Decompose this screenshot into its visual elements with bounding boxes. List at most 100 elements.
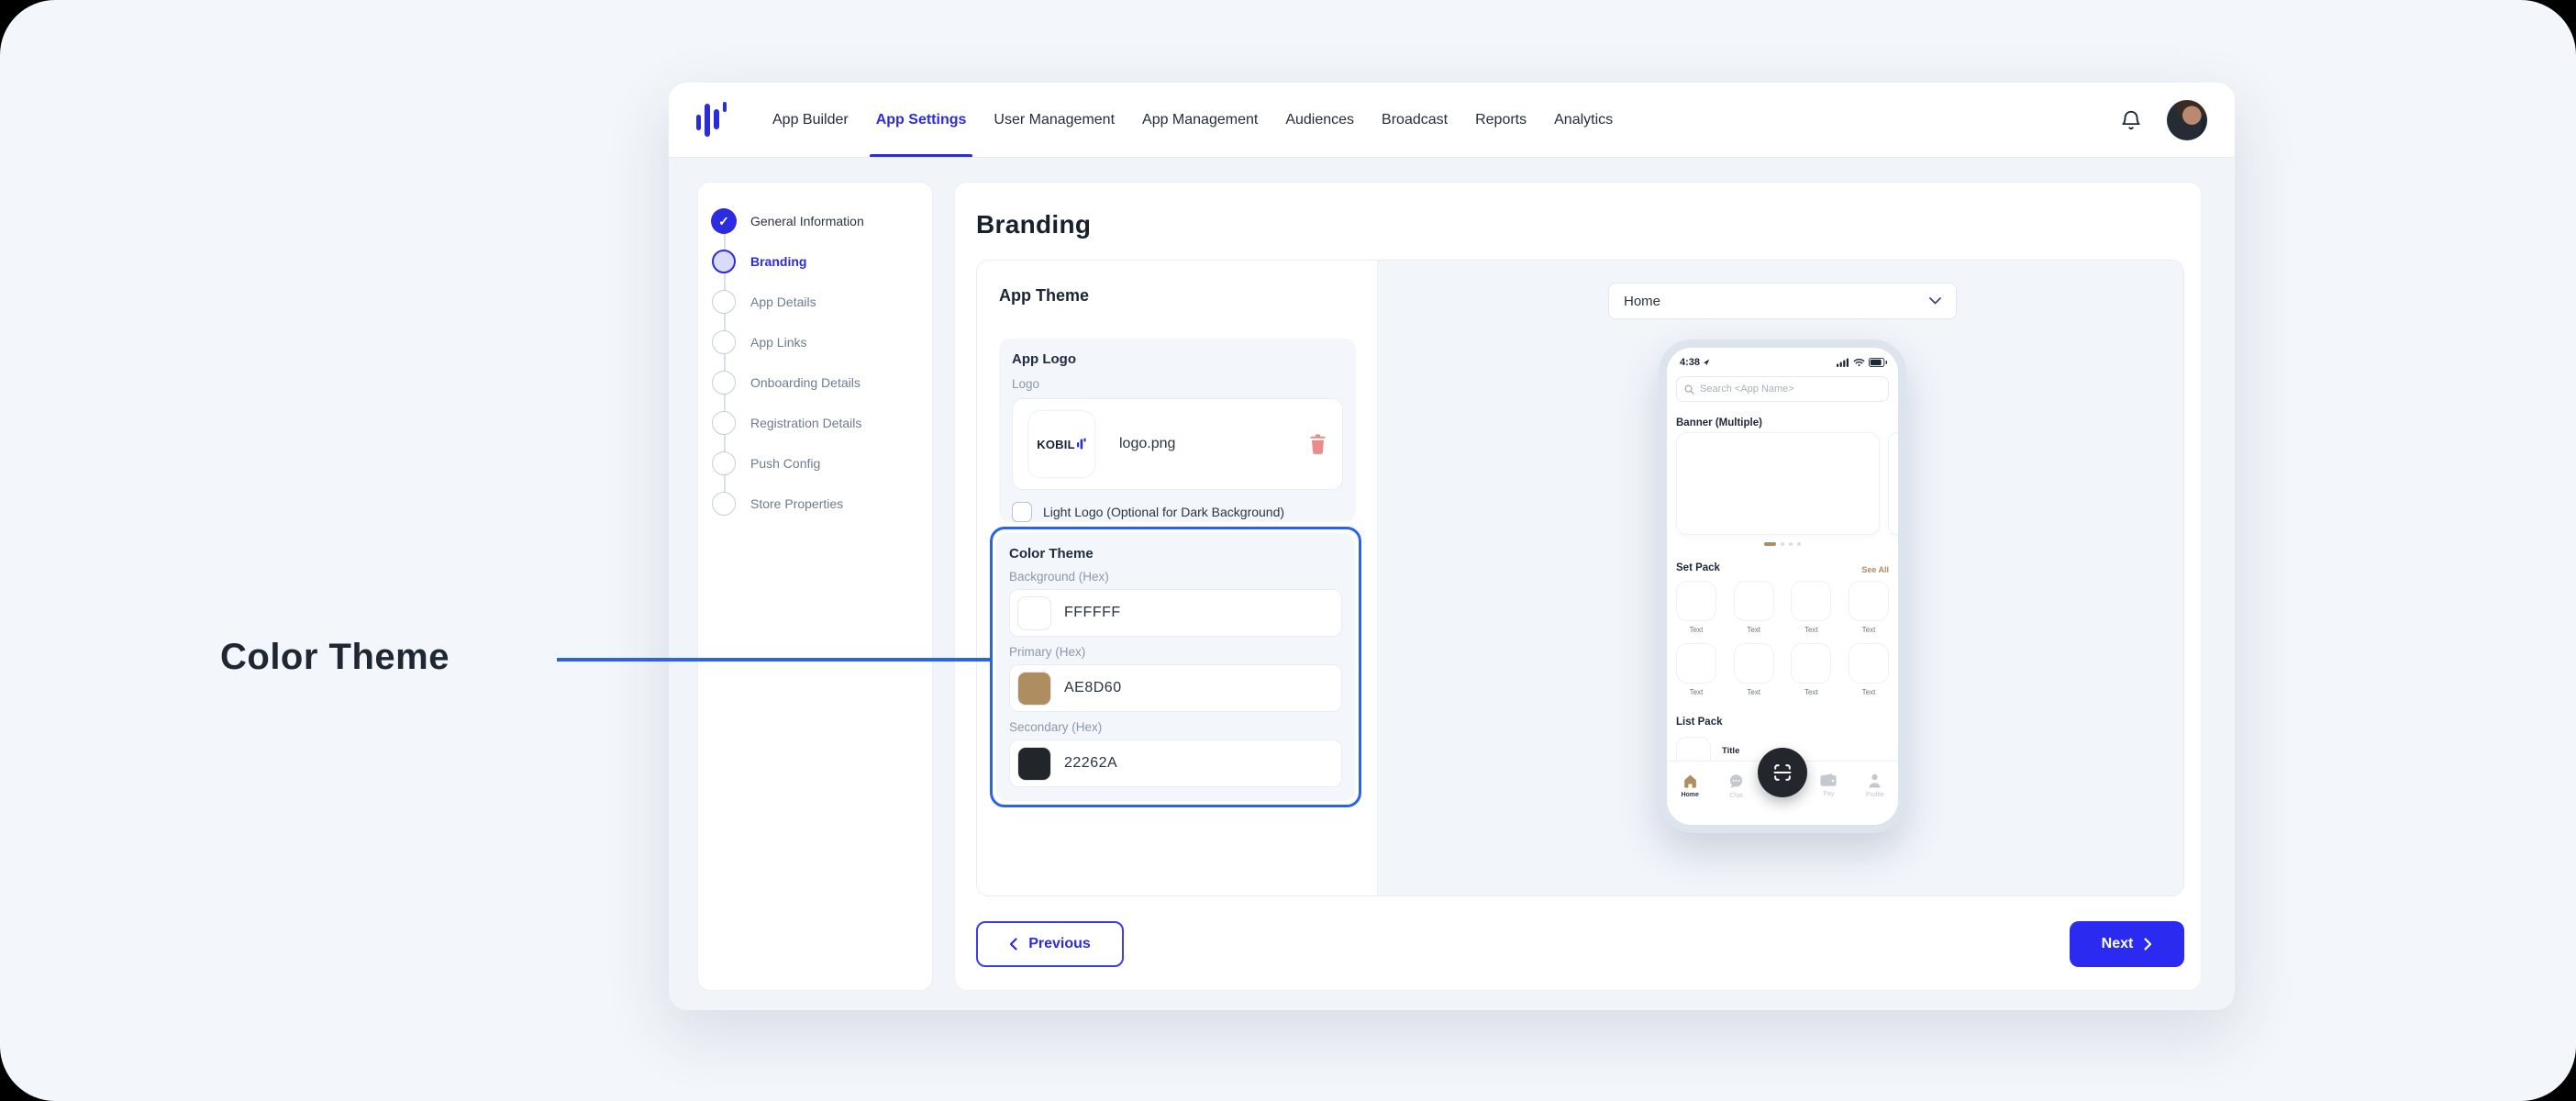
- logo-file-name: logo.png: [1119, 436, 1176, 451]
- color-theme-callout-outline: Color Theme Background (Hex) FFFFFF Prim…: [990, 527, 1361, 807]
- set-pack-tile-row: [1676, 643, 1889, 684]
- banner-section-heading: Banner (Multiple): [1676, 417, 1762, 428]
- banner-pagination-dots: [1667, 542, 1898, 546]
- set-pack-tile-row: [1676, 581, 1889, 621]
- top-navbar: App Builder App Settings User Management…: [669, 83, 2235, 158]
- light-logo-checkbox-label: Light Logo (Optional for Dark Background…: [1043, 505, 1285, 519]
- delete-logo-trash-icon[interactable]: [1308, 433, 1327, 455]
- stepper-item-store-properties[interactable]: Store Properties: [698, 484, 932, 524]
- chevron-down-icon: [1929, 297, 1941, 305]
- nav-item-app-management[interactable]: App Management: [1142, 111, 1259, 128]
- scan-fab-button: [1758, 748, 1807, 797]
- background-hex-input[interactable]: FFFFFF: [1009, 589, 1342, 637]
- previous-button[interactable]: Previous: [976, 921, 1124, 967]
- app-logo-heading: App Logo: [1012, 351, 1076, 367]
- primary-hex-input[interactable]: AE8D60: [1009, 664, 1342, 712]
- app-theme-card: App Theme App Logo Logo KOBIL: [976, 260, 2184, 896]
- stepper-item-onboarding-details[interactable]: Onboarding Details: [698, 362, 932, 403]
- stepper-item-registration-details[interactable]: Registration Details: [698, 403, 932, 443]
- search-icon: [1684, 384, 1694, 395]
- list-item-title: Title: [1722, 746, 1740, 756]
- background-color-swatch: [1017, 595, 1051, 630]
- banner-placeholder: [1676, 432, 1880, 535]
- tab-pay: Pay: [1805, 762, 1851, 825]
- user-avatar[interactable]: [2167, 99, 2207, 140]
- nav-item-app-builder[interactable]: App Builder: [772, 111, 849, 128]
- nav-item-app-settings[interactable]: App Settings: [862, 83, 981, 157]
- primary-hex-label: Primary (Hex): [1009, 645, 1086, 659]
- pack-tile: [1848, 643, 1889, 684]
- stepper-item-app-details[interactable]: App Details: [698, 282, 932, 322]
- primary-color-swatch: [1017, 671, 1051, 706]
- stepper-item-branding[interactable]: Branding: [698, 241, 932, 282]
- stepper-item-push-config[interactable]: Push Config: [698, 443, 932, 484]
- logo-bars-icon: [1076, 438, 1086, 450]
- phone-screen: 4:38: [1667, 348, 1898, 825]
- chevron-right-icon: [2144, 938, 2152, 951]
- notifications-bell-icon[interactable]: [2119, 107, 2143, 133]
- light-logo-checkbox-row[interactable]: Light Logo (Optional for Dark Background…: [1012, 502, 1343, 522]
- step-dot: [712, 290, 736, 314]
- logo-field-label: Logo: [1012, 377, 1040, 391]
- theme-form-column: App Theme App Logo Logo KOBIL: [977, 261, 1378, 895]
- phone-mockup: 4:38: [1659, 339, 1906, 833]
- next-button[interactable]: Next: [2070, 921, 2184, 967]
- wallet-icon: [1820, 773, 1837, 786]
- page-title: Branding: [976, 210, 1092, 239]
- chevron-left-icon: [1010, 938, 1017, 951]
- signal-icon: [1837, 358, 1849, 367]
- chat-icon: [1729, 774, 1743, 789]
- nav-item-reports[interactable]: Reports: [1475, 111, 1527, 128]
- light-logo-checkbox[interactable]: [1012, 502, 1032, 522]
- nav-item-broadcast[interactable]: Broadcast: [1382, 111, 1449, 128]
- tab-home: Home: [1667, 762, 1713, 825]
- nav-item-audiences[interactable]: Audiences: [1285, 111, 1355, 128]
- set-pack-tile-labels: Text Text Text Text: [1689, 688, 1876, 696]
- background-hex-label: Background (Hex): [1009, 570, 1109, 584]
- banner-placeholder-partial: [1888, 432, 1898, 535]
- annotation-callout-line: [557, 658, 993, 662]
- screen-selector-dropdown[interactable]: Home: [1608, 283, 1957, 319]
- list-pack-heading: List Pack: [1676, 717, 1723, 728]
- step-active-dot: [712, 250, 736, 273]
- color-theme-heading: Color Theme: [1009, 546, 1094, 562]
- nav-item-analytics[interactable]: Analytics: [1554, 111, 1614, 128]
- logo-wordmark: KOBIL: [1037, 437, 1075, 451]
- stepper-item-general-information[interactable]: ✓ General Information: [698, 201, 932, 241]
- location-arrow-icon: [1703, 359, 1710, 366]
- annotation-color-theme-label: Color Theme: [220, 637, 450, 677]
- wifi-icon: [1853, 359, 1865, 367]
- set-pack-tile-labels: Text Text Text Text: [1689, 626, 1876, 634]
- see-all-link: See All: [1861, 565, 1889, 574]
- brand-logo: [696, 83, 727, 157]
- stepper-item-app-links[interactable]: App Links: [698, 322, 932, 362]
- set-pack-heading: Set Pack: [1676, 562, 1720, 573]
- color-theme-section: Color Theme Background (Hex) FFFFFF Prim…: [996, 533, 1355, 801]
- secondary-hex-label: Secondary (Hex): [1009, 720, 1103, 734]
- profile-icon: [1869, 773, 1881, 788]
- pack-tile: [1733, 643, 1774, 684]
- status-bar-time: 4:38: [1680, 357, 1710, 368]
- step-dot: [712, 411, 736, 435]
- phone-preview-panel: Home 4:38: [1378, 261, 2183, 895]
- app-logo-section: App Logo Logo KOBIL logo: [999, 339, 1356, 522]
- pack-tile: [1733, 581, 1774, 621]
- nav-item-user-management[interactable]: User Management: [994, 111, 1116, 128]
- tab-profile: Profile: [1852, 762, 1898, 825]
- secondary-hex-input[interactable]: 22262A: [1009, 740, 1342, 787]
- pack-tile: [1676, 581, 1716, 621]
- status-bar-icons: [1837, 358, 1887, 367]
- tab-chat: Chat: [1713, 762, 1759, 825]
- step-dot: [712, 371, 736, 395]
- home-icon: [1683, 774, 1696, 788]
- pack-tile: [1848, 581, 1889, 621]
- equalizer-bars-logo-icon: [696, 101, 727, 137]
- secondary-color-swatch: [1017, 746, 1051, 781]
- scan-icon: [1773, 764, 1792, 781]
- step-dot: [712, 492, 736, 516]
- battery-icon: [1869, 358, 1887, 367]
- logo-thumbnail: KOBIL: [1027, 410, 1095, 478]
- branding-main-panel: Branding App Theme App Logo Logo KOBIL: [954, 182, 2202, 991]
- step-completed-check-icon: ✓: [711, 208, 737, 234]
